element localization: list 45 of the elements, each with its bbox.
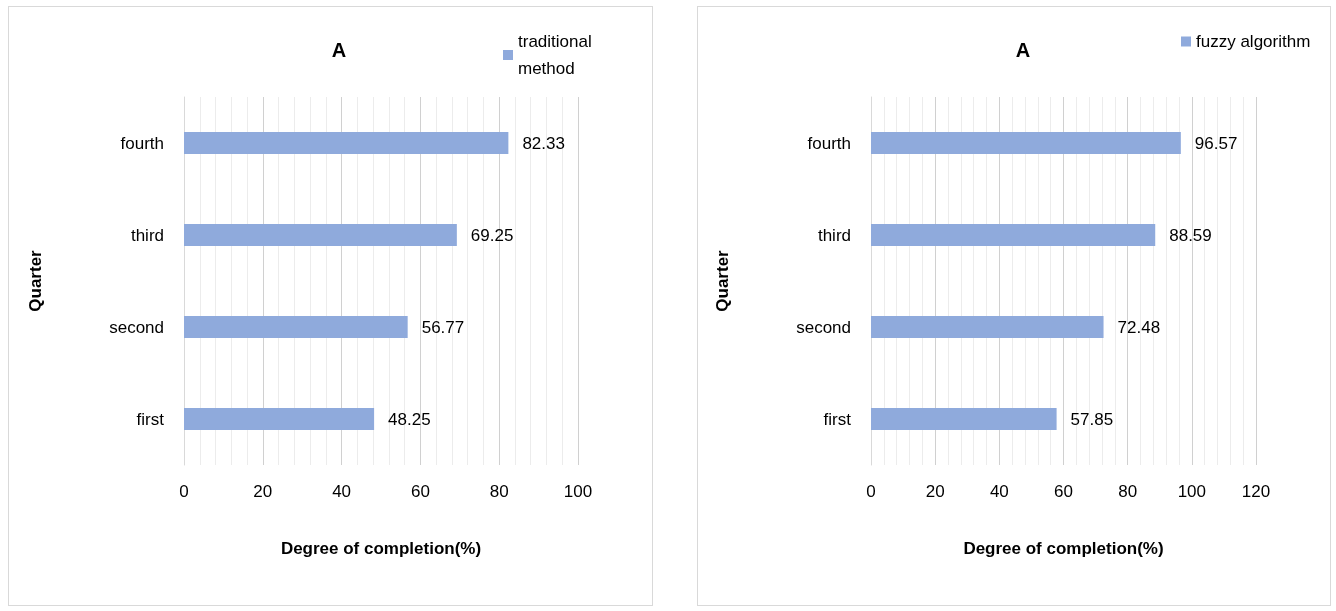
legend-label: fuzzy algorithm [1196, 32, 1311, 51]
data-label: 69.25 [470, 225, 514, 245]
y-tick-label: second [796, 317, 851, 337]
data-label: 72.48 [1117, 317, 1161, 337]
x-tick-label: 80 [489, 482, 509, 501]
data-label: 82.33 [522, 133, 565, 153]
x-tick-label: 0 [866, 482, 876, 501]
x-tick-label: 0 [179, 482, 189, 501]
x-axis-title: Degree of completion(%) [280, 539, 482, 558]
x-tick-label: 40 [989, 482, 1009, 501]
chart-title: A [1015, 39, 1031, 61]
y-axis-title: Quarter [26, 249, 45, 312]
x-tick-label: 60 [410, 482, 430, 501]
data-label: 56.77 [421, 317, 465, 337]
y-tick-label: second [109, 317, 164, 337]
y-tick-label: third [817, 225, 851, 245]
data-label: 88.59 [1169, 225, 1212, 245]
x-tick-label: 20 [925, 482, 945, 501]
x-tick-label: 20 [253, 482, 273, 501]
data-label: 96.57 [1194, 133, 1238, 153]
x-tick-label: 100 [1177, 482, 1207, 501]
data-label: 48.25 [388, 409, 431, 429]
y-tick-label: first [136, 409, 165, 429]
y-axis-title: Quarter [713, 249, 732, 312]
y-tick-label: fourth [807, 133, 851, 153]
y-tick-label: third [130, 225, 164, 245]
bar [871, 408, 1057, 430]
x-tick-label: 100 [563, 482, 593, 501]
bar [184, 408, 375, 430]
x-tick-label: 120 [1241, 482, 1271, 501]
bar [184, 224, 457, 246]
x-tick-label: 40 [332, 482, 352, 501]
y-tick-label: fourth [120, 133, 164, 153]
bar [184, 132, 509, 154]
x-tick-label: 80 [1118, 482, 1138, 501]
chart-title: A [331, 39, 347, 61]
x-tick-label: 60 [1054, 482, 1073, 501]
x-axis-title: Degree of completion(%) [963, 539, 1164, 558]
y-tick-label: first [823, 409, 852, 429]
bar [184, 316, 408, 338]
bar [871, 316, 1104, 338]
legend-label: traditional method [518, 32, 597, 78]
data-label: 57.85 [1070, 409, 1114, 429]
bar [871, 132, 1181, 154]
bar [871, 224, 1156, 246]
